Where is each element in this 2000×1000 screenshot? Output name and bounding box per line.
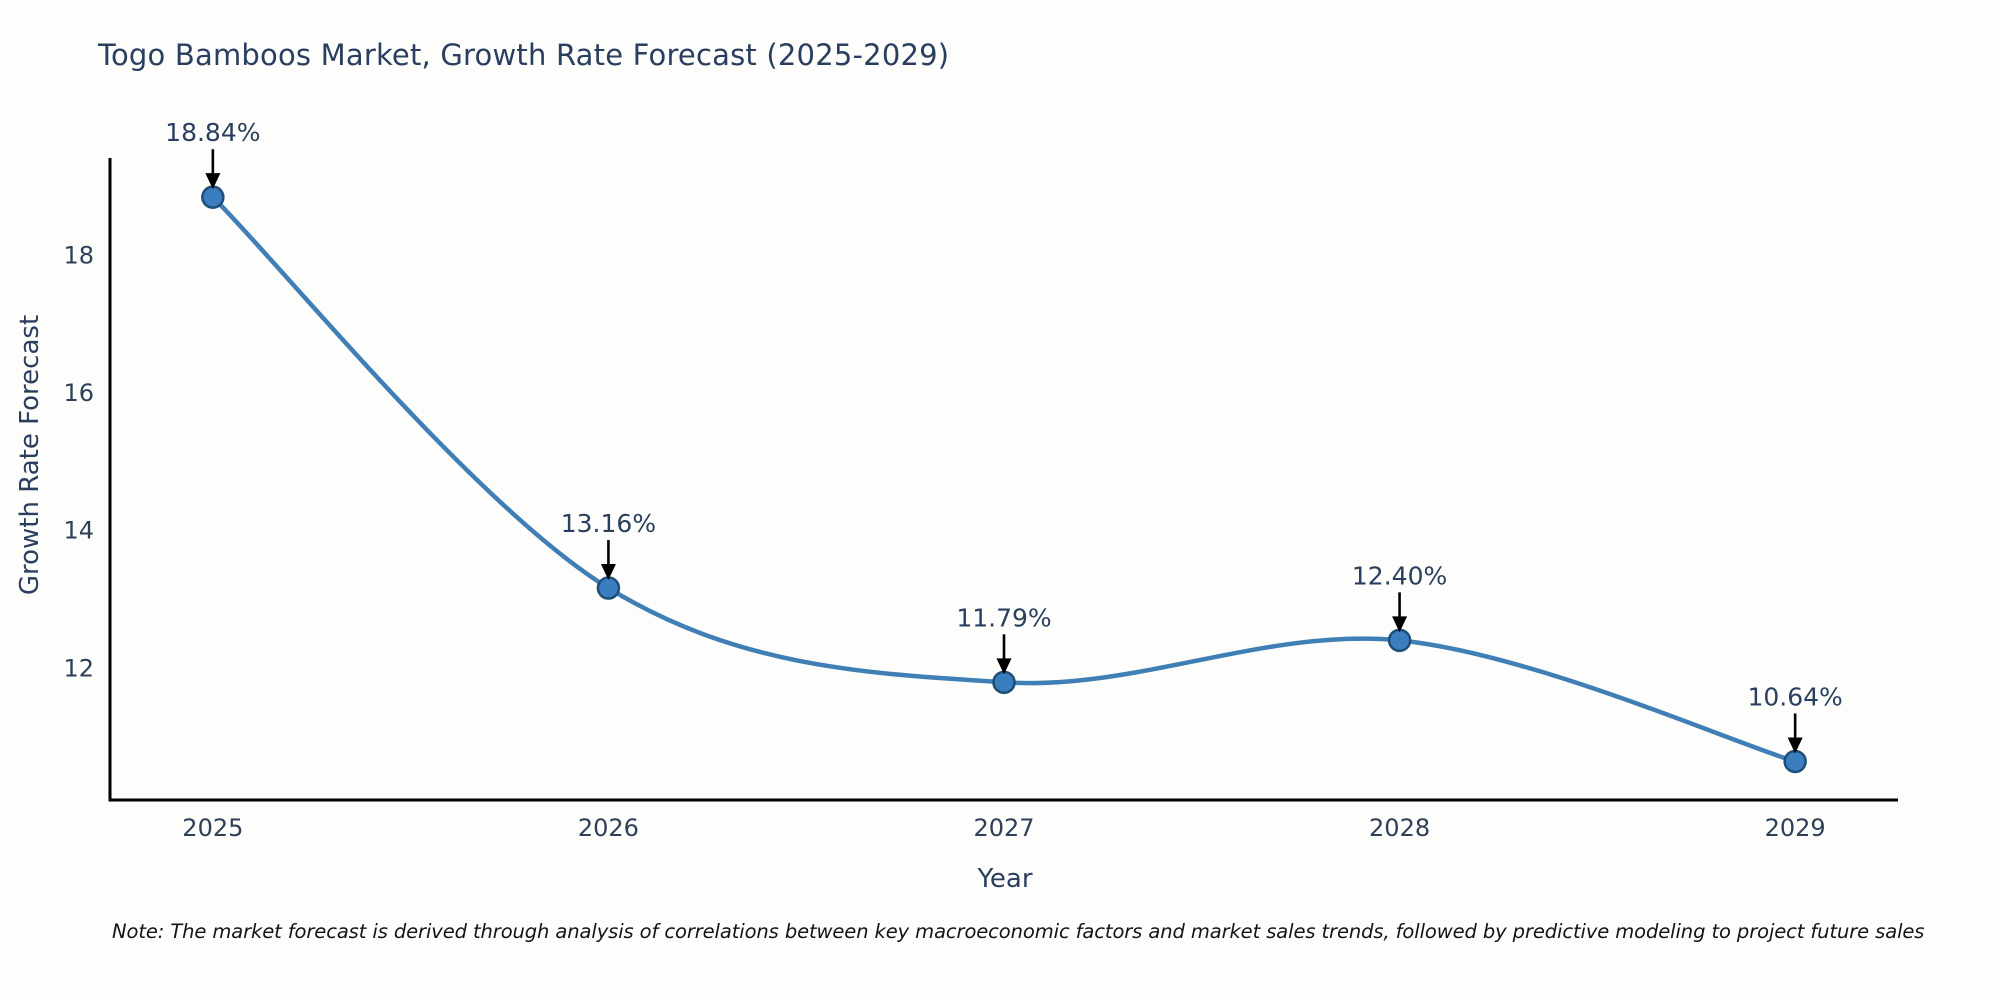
annotation-arrowhead	[1787, 737, 1803, 754]
data-point-marker	[1387, 628, 1412, 653]
y-tick-label: 12	[63, 654, 94, 682]
data-point-marker	[992, 670, 1016, 695]
data-point-label: 13.16%	[561, 509, 656, 538]
y-tick-label: 16	[63, 379, 94, 407]
y-axis-title: Growth Rate Forecast	[15, 315, 45, 595]
data-point-marker	[201, 185, 225, 209]
data-point-label: 11.79%	[956, 603, 1051, 632]
x-tick-label: 2028	[1369, 814, 1430, 842]
annotation-arrowhead	[1392, 616, 1408, 633]
data-point-label: 18.84%	[165, 118, 260, 147]
annotation-arrowhead	[996, 658, 1012, 675]
x-axis-title: Year	[976, 864, 1032, 894]
y-tick-label: 14	[63, 517, 94, 545]
x-tick-label: 2027	[973, 814, 1034, 842]
x-tick-label: 2029	[1765, 814, 1826, 842]
x-tick-label: 2026	[578, 814, 639, 842]
annotation-arrowhead	[600, 564, 616, 581]
y-tick-label: 18	[63, 241, 94, 269]
data-point-marker	[1783, 749, 1807, 774]
data-point-label: 12.40%	[1352, 561, 1447, 590]
annotation-arrowhead	[205, 173, 221, 190]
footnote: Note: The market forecast is derived thr…	[112, 920, 1925, 943]
data-point-marker	[596, 576, 621, 600]
data-point-label: 10.64%	[1747, 682, 1842, 711]
chart-title: Togo Bamboos Market, Growth Rate Forecas…	[98, 38, 950, 72]
x-tick-label: 2025	[182, 814, 243, 842]
